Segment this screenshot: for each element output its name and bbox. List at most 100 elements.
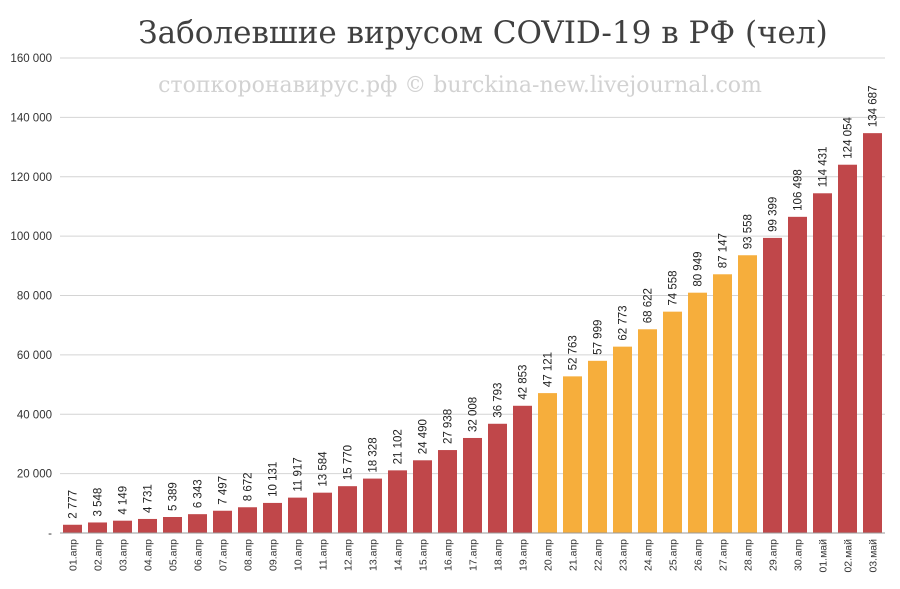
data-label: 80 949 xyxy=(693,251,705,286)
data-label: 32 008 xyxy=(468,397,480,432)
bar xyxy=(838,164,857,533)
data-label: 27 938 xyxy=(443,409,455,444)
bar xyxy=(538,393,557,533)
bar xyxy=(263,502,282,533)
bar xyxy=(763,237,782,533)
bar xyxy=(788,216,807,534)
bar xyxy=(713,274,732,533)
x-tick-label: 23.апр xyxy=(618,539,630,571)
bar xyxy=(738,255,757,533)
data-label: 74 558 xyxy=(668,270,680,305)
data-label: 4 731 xyxy=(143,484,155,513)
bar xyxy=(188,514,207,533)
x-tick-label: 25.апр xyxy=(668,539,680,571)
data-label: 52 763 xyxy=(568,335,580,370)
x-tick-label: 07.апр xyxy=(218,539,230,571)
data-label: 36 793 xyxy=(493,383,505,418)
x-tick-label: 21.апр xyxy=(568,539,580,571)
x-tick-label: 12.апр xyxy=(343,539,355,571)
x-tick-label: 24.апр xyxy=(643,539,655,571)
y-tick-label: 20 000 xyxy=(17,469,52,481)
x-tick-label: 08.апр xyxy=(243,539,255,571)
x-tick-label: 03.май xyxy=(868,539,880,573)
bar xyxy=(288,497,307,533)
gridlines xyxy=(60,57,885,475)
x-tick-label: 10.апр xyxy=(293,539,305,571)
x-tick-label: 01.май xyxy=(818,539,830,573)
x-tick-label: 09.апр xyxy=(268,539,280,571)
x-tick-label: 02.апр xyxy=(93,539,105,571)
bar xyxy=(638,329,657,533)
bar xyxy=(313,492,332,533)
data-label: 5 389 xyxy=(168,482,180,511)
data-label: 11 917 xyxy=(293,457,305,491)
bar xyxy=(138,518,157,533)
data-label: 6 343 xyxy=(193,479,205,508)
data-label: 15 770 xyxy=(343,445,355,480)
x-tick-label: 06.апр xyxy=(193,539,205,571)
data-label: 24 490 xyxy=(418,419,430,454)
x-tick-label: 01.апр xyxy=(68,539,80,571)
data-label: 21 102 xyxy=(393,429,405,464)
x-tick-label: 05.апр xyxy=(168,539,180,571)
data-label: 62 773 xyxy=(618,305,630,340)
bar xyxy=(163,517,182,533)
x-tick-label: 20.апр xyxy=(543,539,555,571)
bar xyxy=(88,522,107,533)
bar xyxy=(563,376,582,533)
y-tick-label: 40 000 xyxy=(17,409,52,421)
x-tick-label: 22.апр xyxy=(593,539,605,571)
x-tick-label: 02.май xyxy=(843,539,855,573)
bar xyxy=(238,507,257,533)
bar xyxy=(513,405,532,533)
data-label: 3 548 xyxy=(93,488,105,517)
bar xyxy=(663,311,682,533)
x-tick-label: 18.апр xyxy=(493,539,505,571)
bar xyxy=(413,460,432,533)
y-tick-label: 160 000 xyxy=(10,53,52,65)
data-label: 114 431 xyxy=(818,147,830,188)
bar xyxy=(213,510,232,533)
x-tick-label: 04.апр xyxy=(143,539,155,571)
bar xyxy=(338,486,357,533)
bar xyxy=(588,360,607,533)
x-tick-label: 19.апр xyxy=(518,539,530,571)
data-label: 93 558 xyxy=(743,214,755,249)
bar xyxy=(613,346,632,533)
x-axis-ticks: 01.апр 02.апр 03.апр 04.апр 05.апр 06.апр 07.а… xyxy=(68,539,880,573)
data-label: 18 328 xyxy=(368,437,380,472)
data-label: 57 999 xyxy=(593,320,605,355)
bar xyxy=(438,450,457,533)
data-label: 47 121 xyxy=(543,352,555,387)
data-label: 99 399 xyxy=(768,197,780,232)
data-label: 124 054 xyxy=(843,117,855,159)
bar xyxy=(363,478,382,533)
bar xyxy=(388,470,407,533)
x-tick-label: 03.апр xyxy=(118,539,130,571)
data-label: 42 853 xyxy=(518,365,530,400)
y-tick-label: 80 000 xyxy=(17,291,52,303)
data-label: 68 622 xyxy=(643,288,655,323)
x-tick-label: 15.апр xyxy=(418,539,430,571)
data-label: 134 687 xyxy=(868,86,880,128)
x-tick-label: 16.апр xyxy=(443,539,455,571)
data-label: 4 149 xyxy=(118,486,130,515)
data-labels: 2 777 3 548 4 149 4 731 5 389 6 343 7 497 8 672… xyxy=(68,86,880,519)
bar xyxy=(813,193,832,534)
y-tick-label: 100 000 xyxy=(10,231,52,243)
y-tick-label: 60 000 xyxy=(17,350,52,362)
data-label: 87 147 xyxy=(718,233,730,268)
y-tick-label: - xyxy=(48,528,52,540)
x-tick-label: 27.апр xyxy=(718,539,730,571)
bar xyxy=(63,524,82,533)
chart-title: Заболевшие вирусом COVID-19 в РФ (чел) xyxy=(138,15,827,51)
x-tick-label: 14.апр xyxy=(393,539,405,571)
watermark: стопкоронавирус.рф © burckina-new.livejo… xyxy=(158,73,762,98)
bar xyxy=(863,133,882,534)
data-label: 106 498 xyxy=(793,169,805,211)
x-tick-label: 13.апр xyxy=(368,539,380,571)
data-label: 7 497 xyxy=(218,476,230,505)
y-tick-label: 120 000 xyxy=(10,172,52,184)
bar xyxy=(463,437,482,533)
x-tick-label: 26.апр xyxy=(693,539,705,571)
